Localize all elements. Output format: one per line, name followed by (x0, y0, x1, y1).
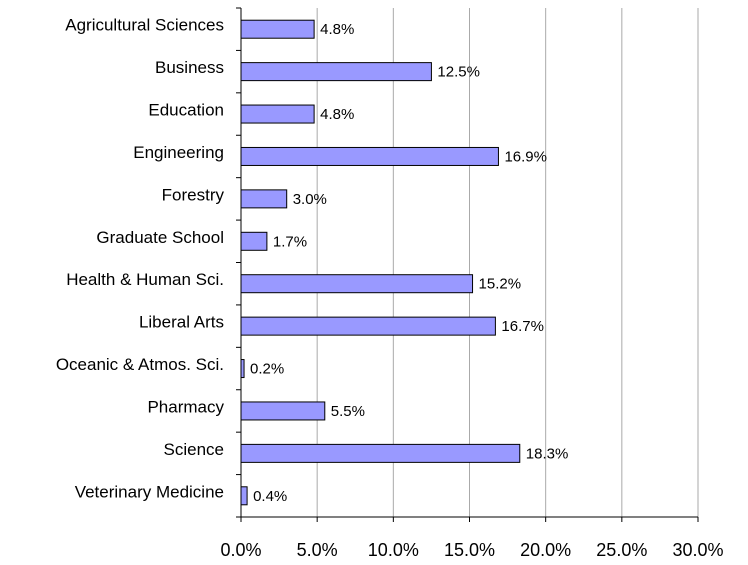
y-tick-label: Business (155, 58, 224, 77)
data-label: 3.0% (293, 191, 327, 208)
y-tick-label: Agricultural Sciences (65, 16, 224, 35)
x-tick-label: 0.0% (220, 540, 261, 560)
bar (240, 146, 499, 166)
x-tick-label: 25.0% (596, 540, 647, 560)
bar (240, 274, 474, 294)
data-label: 15.2% (479, 276, 522, 293)
y-tick-label: Pharmacy (147, 397, 224, 416)
bar (240, 62, 432, 82)
y-tick-label: Engineering (133, 143, 224, 162)
y-tick-label: Oceanic & Atmos. Sci. (56, 355, 224, 374)
y-tick-label: Science (164, 440, 224, 459)
data-label: 4.8% (320, 21, 354, 38)
bar (240, 231, 268, 251)
data-label: 16.7% (501, 318, 544, 335)
bar (240, 401, 326, 421)
data-label: 12.5% (437, 64, 480, 81)
y-tick-label: Veterinary Medicine (75, 482, 224, 501)
bar (240, 486, 248, 506)
x-tick-label: 30.0% (672, 540, 723, 560)
y-tick-label: Health & Human Sci. (66, 270, 224, 289)
x-tick-label: 20.0% (520, 540, 571, 560)
data-label: 0.4% (253, 488, 287, 505)
bar (240, 316, 496, 336)
data-label: 16.9% (504, 148, 547, 165)
bar (240, 443, 521, 463)
data-label: 5.5% (331, 403, 365, 420)
x-tick-label: 5.0% (297, 540, 338, 560)
bar (240, 359, 245, 379)
y-tick-label: Education (148, 101, 224, 120)
data-label: 0.2% (250, 361, 284, 378)
x-tick-label: 15.0% (444, 540, 495, 560)
y-tick-label: Graduate School (96, 228, 224, 247)
bar (240, 19, 315, 39)
x-tick-label: 10.0% (368, 540, 419, 560)
y-tick-label: Forestry (162, 185, 225, 204)
bar (240, 189, 288, 209)
y-tick-label: Liberal Arts (139, 313, 224, 332)
data-label: 4.8% (320, 106, 354, 123)
data-label: 1.7% (273, 233, 307, 250)
data-label: 18.3% (526, 445, 569, 462)
bar (240, 104, 315, 124)
